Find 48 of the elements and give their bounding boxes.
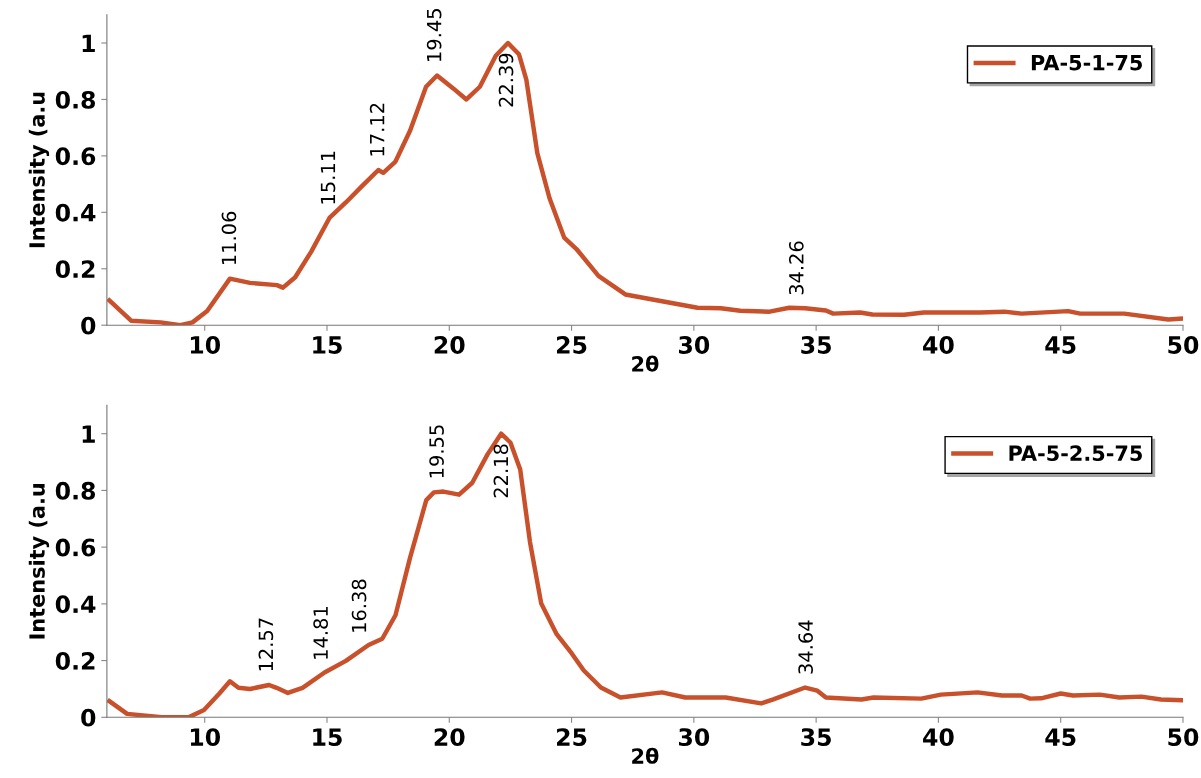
x-tick-label: 10 [190, 728, 221, 747]
x-tick-label: 15 [313, 336, 342, 354]
y-tick-label: 1 [82, 34, 95, 52]
y-axis-title: Intensity (a.u [28, 92, 50, 248]
x-axis-title: 2θ [632, 355, 659, 372]
x-tick-label: 50 [1168, 336, 1199, 354]
x-tick-label: 30 [679, 728, 710, 747]
annotation: 19.55 [429, 425, 444, 478]
y-tick-label: 0.6 [55, 147, 96, 166]
x-tick-label: 40 [923, 336, 954, 354]
x-tick-label: 45 [1045, 728, 1076, 747]
y-tick-label: 0.4 [55, 595, 96, 614]
x-tick-label: 50 [1168, 728, 1199, 747]
x-tick-label: 25 [557, 728, 587, 747]
y-tick-label: 0.8 [55, 90, 96, 109]
x-tick-label: 25 [557, 336, 587, 354]
y-tick-label: 0.2 [55, 260, 95, 279]
x-tick-label: 20 [434, 728, 465, 747]
legend-label: PA-5-2.5-75 [1009, 445, 1142, 462]
legend-label: PA-5-1-75 [1031, 55, 1142, 71]
y-tick-label: 1 [82, 425, 95, 443]
y-tick-label: 0 [81, 316, 96, 335]
annotation: 15.11 [320, 151, 336, 204]
x-tick-label: 20 [434, 336, 465, 354]
annotation: 11.06 [221, 211, 237, 265]
annotation: 34.26 [788, 241, 804, 295]
y-tick-label: 0.6 [55, 538, 96, 557]
x-tick-label: 35 [801, 728, 831, 747]
annotation: 14.81 [313, 607, 328, 659]
x-tick-label: 45 [1045, 336, 1076, 354]
annotation: 17.12 [369, 103, 385, 156]
y-tick-label: 0.4 [55, 203, 96, 222]
annotation: 22.39 [498, 53, 514, 107]
x-tick-label: 10 [190, 336, 221, 354]
y-tick-label: 0.8 [55, 481, 96, 500]
x-tick-label: 30 [679, 336, 710, 354]
y-axis-title: Intensity (a.u [28, 483, 50, 639]
x-tick-label: 35 [801, 336, 831, 354]
annotation: 19.45 [426, 9, 442, 61]
x-axis-title: 2θ [632, 747, 659, 764]
y-tick-label: 0.2 [55, 652, 95, 670]
annotation: 22.18 [493, 444, 509, 498]
x-tick-label: 40 [923, 728, 954, 747]
x-tick-label: 15 [313, 728, 342, 747]
annotation: 12.57 [258, 618, 274, 671]
y-tick-label: 0 [81, 708, 96, 727]
annotation: 34.64 [798, 620, 813, 674]
annotation: 16.38 [351, 579, 367, 632]
